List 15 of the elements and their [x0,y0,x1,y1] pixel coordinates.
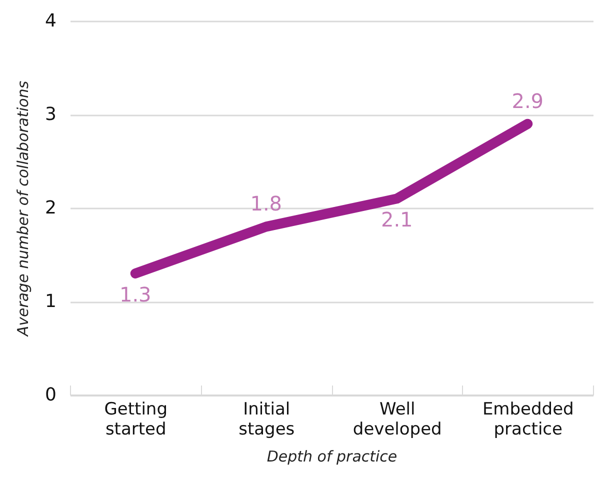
x-tick-label: Well developed [352,400,442,440]
x-axis-title: Depth of practice [266,448,398,466]
x-tick-label: Embedded practice [482,400,574,440]
x-tick-label: Initial stages [238,400,295,440]
y-tick-label: 3 [45,104,56,125]
data-label: 2.9 [512,88,544,113]
data-label: 2.1 [380,208,413,232]
x-tick-label: Getting started [104,400,168,440]
y-tick-label: 0 [45,384,56,406]
y-tick-label: 2 [45,198,56,218]
y-tick-label: 4 [45,10,56,32]
data-label: 1.8 [250,192,282,216]
y-axis-title: Average number of collaborations [14,80,32,338]
y-tick-label: 1 [45,291,56,312]
data-label: 1.3 [119,282,152,306]
